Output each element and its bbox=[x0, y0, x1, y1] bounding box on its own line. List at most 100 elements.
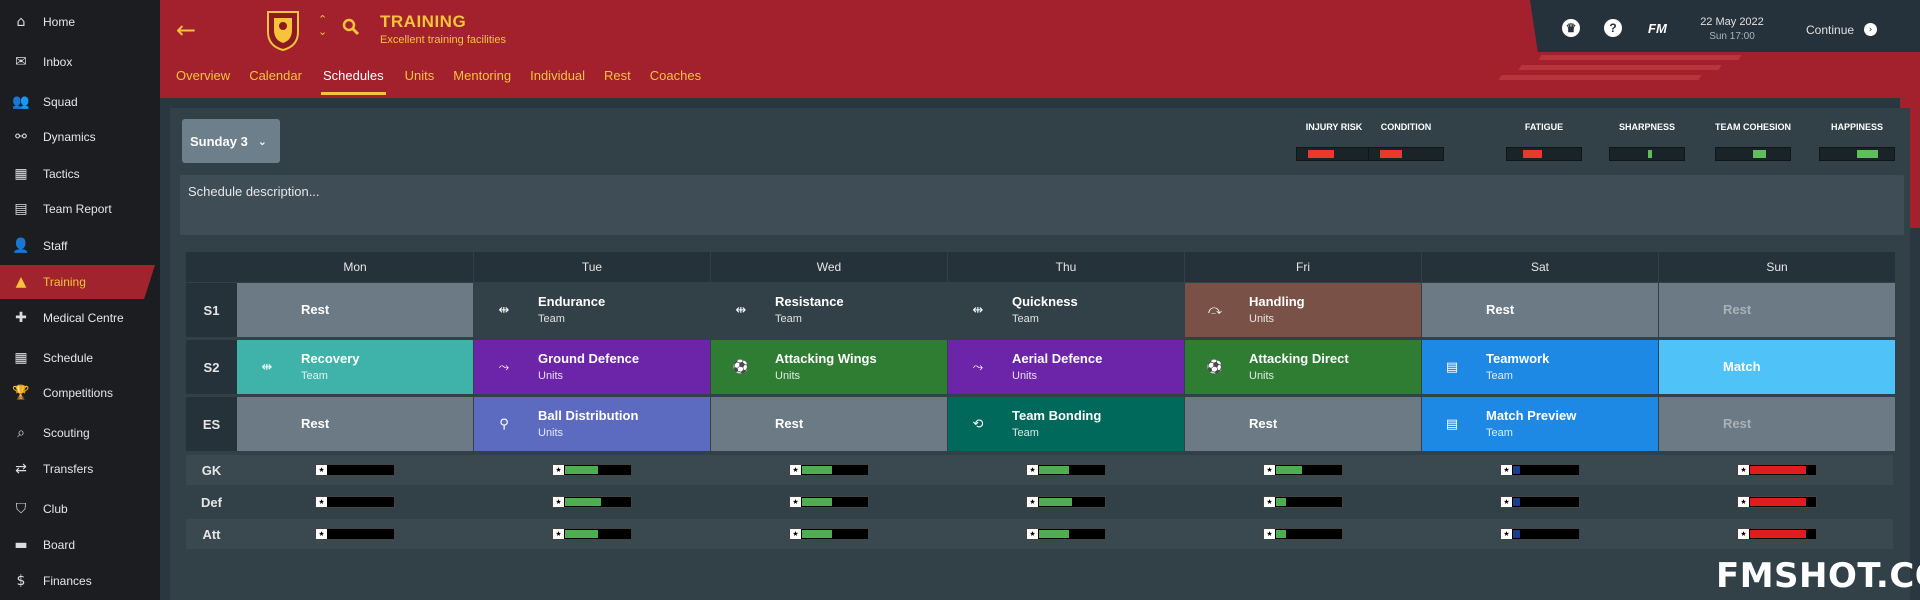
session-name: Ground Defence bbox=[538, 351, 640, 366]
training-session-cell[interactable]: ⚽ Attacking Wings Units bbox=[711, 340, 947, 394]
workload-bar: ★ bbox=[1026, 464, 1106, 476]
training-session-cell[interactable]: ⇹ Endurance Team bbox=[474, 283, 710, 337]
sidebar-item-label: Competitions bbox=[43, 386, 114, 400]
session-type-icon: ⤳ bbox=[972, 359, 984, 375]
star-icon: ★ bbox=[553, 497, 564, 507]
training-session-cell[interactable]: ⚲ Ball Distribution Units bbox=[474, 397, 710, 451]
workload-bar: ★ bbox=[1500, 464, 1580, 476]
tab-calendar[interactable]: Calendar bbox=[249, 68, 302, 83]
training-session-cell[interactable]: ⇹ Resistance Team bbox=[711, 283, 947, 337]
training-tabs: Overview Calendar Schedules Units Mentoring I… bbox=[176, 68, 720, 95]
continue-arrow-icon[interactable]: › bbox=[1864, 23, 1877, 36]
tab-overview[interactable]: Overview bbox=[176, 68, 231, 83]
workload-bar: ★ bbox=[1737, 496, 1817, 508]
training-session-cell[interactable]: Rest bbox=[711, 397, 947, 451]
search-icon[interactable] bbox=[342, 18, 360, 36]
training-session-cell[interactable]: Rest bbox=[1659, 397, 1895, 451]
help-icon[interactable]: ? bbox=[1604, 19, 1622, 37]
day-header-tue: Tue bbox=[474, 252, 710, 282]
training-session-cell[interactable]: Rest bbox=[237, 283, 473, 337]
training-session-cell[interactable]: ⤳ Ground Defence Units bbox=[474, 340, 710, 394]
training-session-cell[interactable]: ⤳ Aerial Defence Units bbox=[948, 340, 1184, 394]
star-icon: ★ bbox=[553, 529, 564, 539]
workload-bar: ★ bbox=[789, 496, 869, 508]
schedule-description-field[interactable]: Schedule description... bbox=[180, 175, 1904, 235]
training-session-cell[interactable]: Rest bbox=[1422, 283, 1658, 337]
session-type-icon: ⇹ bbox=[735, 302, 747, 318]
top-right-panel: ♛ ? FM 22 May 2022 Sun 17:00 Continue › bbox=[1530, 0, 1920, 52]
session-scope: Units bbox=[538, 370, 564, 382]
session-type-icon: ⤳ bbox=[498, 359, 510, 375]
workload-bar: ★ bbox=[1500, 496, 1580, 508]
trophy-award-icon[interactable]: ♛ bbox=[1562, 19, 1580, 37]
workload-bar-fill bbox=[1276, 466, 1303, 474]
back-arrow-icon[interactable]: ← bbox=[176, 16, 197, 44]
sidebar-item-competitions[interactable]: 🏆 Competitions bbox=[0, 376, 160, 410]
tab-schedules[interactable]: Schedules bbox=[320, 68, 386, 95]
sidebar-item-tactics[interactable]: ▦ Tactics bbox=[0, 157, 160, 191]
club-switch-arrows-icon[interactable]: ⌃ ⌄ bbox=[318, 13, 328, 38]
workload-bar-fill bbox=[1513, 530, 1520, 538]
star-icon: ★ bbox=[1027, 497, 1038, 507]
sidebar-item-label: Team Report bbox=[43, 202, 112, 216]
day-header-wed: Wed bbox=[711, 252, 947, 282]
star-icon: ★ bbox=[316, 497, 327, 507]
training-session-cell[interactable]: Rest bbox=[237, 397, 473, 451]
metric-bar-fill bbox=[1523, 150, 1542, 158]
workload-bar: ★ bbox=[1737, 528, 1817, 540]
star-icon: ★ bbox=[316, 529, 327, 539]
sidebar-item-club[interactable]: ⛉ Club bbox=[0, 492, 160, 526]
metric-bar-fill bbox=[1648, 150, 1653, 158]
training-session-cell[interactable]: ⤼ Handling Units bbox=[1185, 283, 1421, 337]
training-session-cell[interactable]: Match bbox=[1659, 340, 1895, 394]
workload-bar: ★ bbox=[1263, 496, 1343, 508]
training-session-cell[interactable]: ⇹ Recovery Team bbox=[237, 340, 473, 394]
day-header-thu: Thu bbox=[948, 252, 1184, 282]
session-scope: Units bbox=[538, 427, 564, 439]
training-session-cell[interactable]: ▤ Teamwork Team bbox=[1422, 340, 1658, 394]
training-session-cell[interactable]: ⟲ Team Bonding Team bbox=[948, 397, 1184, 451]
sidebar-item-scouting[interactable]: ⌕ Scouting bbox=[0, 416, 160, 450]
metric-label-happiness: HAPPINESS bbox=[1830, 122, 1883, 132]
session-scope: Team bbox=[301, 370, 328, 382]
session-type-icon: ⚲ bbox=[499, 416, 509, 432]
workload-bar-fill bbox=[565, 498, 602, 506]
page-title: TRAINING bbox=[380, 12, 467, 31]
tab-units[interactable]: Units bbox=[404, 68, 435, 83]
position-label: GK bbox=[201, 462, 222, 478]
training-session-cell[interactable]: ▤ Match Preview Team bbox=[1422, 397, 1658, 451]
training-session-cell[interactable]: ⇹ Quickness Team bbox=[948, 283, 1184, 337]
session-name: Rest bbox=[301, 416, 330, 431]
star-icon: ★ bbox=[553, 465, 564, 475]
sidebar-item-dynamics[interactable]: ⚯ Dynamics bbox=[0, 120, 160, 154]
session-name: Teamwork bbox=[1486, 351, 1550, 366]
sidebar-item-staff[interactable]: 👤 Staff bbox=[0, 229, 160, 263]
sidebar-item-medical-centre[interactable]: ✚ Medical Centre bbox=[0, 301, 160, 335]
star-icon: ★ bbox=[1738, 529, 1749, 539]
sidebar-item-inbox[interactable]: ✉ Inbox bbox=[0, 45, 160, 79]
continue-button[interactable]: Continue bbox=[1806, 23, 1855, 37]
sidebar-item-finances[interactable]: $ Finances bbox=[0, 564, 160, 598]
sidebar-item-training[interactable]: ▲ Training bbox=[0, 265, 155, 299]
sidebar-item-squad[interactable]: 👥 Squad bbox=[0, 85, 160, 119]
tab-coaches[interactable]: Coaches bbox=[649, 68, 702, 83]
star-icon: ★ bbox=[1264, 529, 1275, 539]
sidebar-item-label: Medical Centre bbox=[43, 311, 124, 325]
tab-rest[interactable]: Rest bbox=[604, 68, 631, 83]
sidebar-item-schedule[interactable]: ▦ Schedule bbox=[0, 341, 160, 375]
star-icon: ★ bbox=[1264, 465, 1275, 475]
tab-mentoring[interactable]: Mentoring bbox=[453, 68, 512, 83]
fm-logo[interactable]: FM bbox=[1648, 21, 1667, 36]
metric-label-team-cohesion: TEAM COHESION bbox=[1715, 122, 1792, 132]
workload-bar-fill bbox=[1276, 498, 1286, 506]
schedule-dropdown[interactable]: Sunday 3 ⌄ bbox=[182, 119, 280, 163]
sidebar-item-team-report[interactable]: ▤ Team Report bbox=[0, 192, 160, 226]
training-session-cell[interactable]: Rest bbox=[1659, 283, 1895, 337]
training-session-cell[interactable]: ⚽ Attacking Direct Units bbox=[1185, 340, 1421, 394]
sidebar-item-transfers[interactable]: ⇄ Transfers bbox=[0, 452, 160, 486]
club-badge-logo bbox=[267, 11, 299, 52]
sidebar-item-board[interactable]: ▬ Board bbox=[0, 528, 160, 562]
sidebar-item-home[interactable]: ⌂ Home bbox=[0, 5, 160, 39]
training-session-cell[interactable]: Rest bbox=[1185, 397, 1421, 451]
tab-individual[interactable]: Individual bbox=[530, 68, 586, 83]
